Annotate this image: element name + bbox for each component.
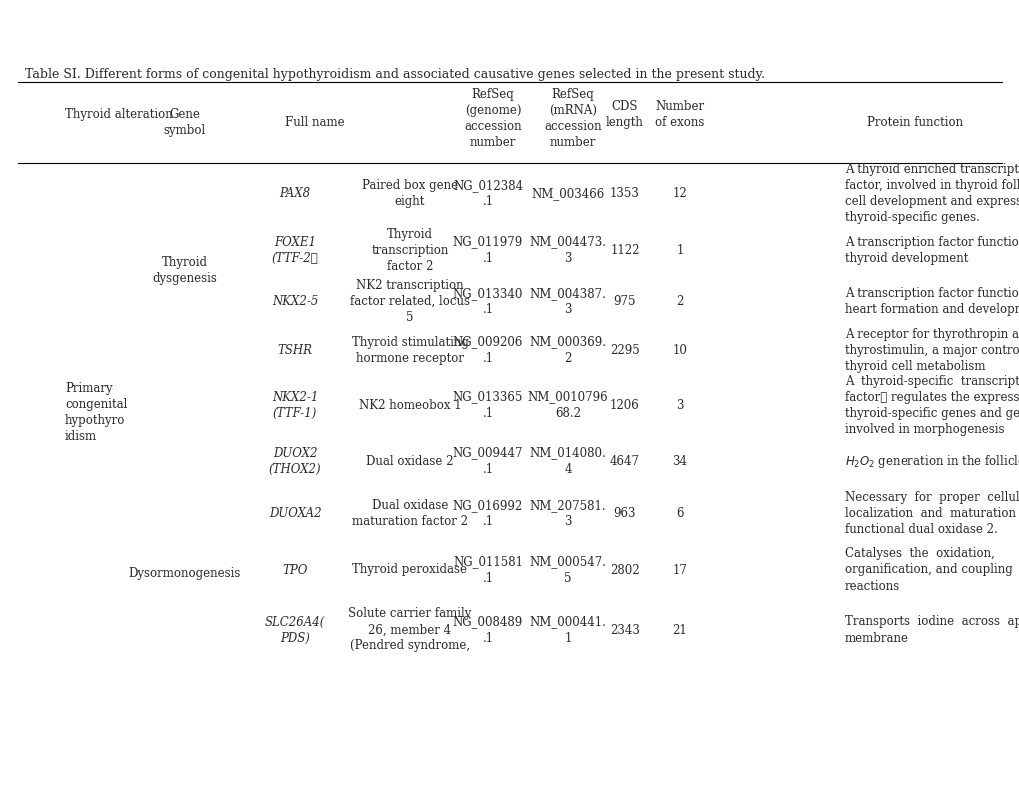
Text: 1353: 1353 (609, 187, 639, 200)
Text: NM_014080.
4: NM_014080. 4 (529, 447, 605, 475)
Text: Gene
symbol: Gene symbol (164, 108, 206, 137)
Text: 1: 1 (676, 243, 683, 257)
Text: NM_0010796
68.2: NM_0010796 68.2 (527, 391, 607, 419)
Text: 6: 6 (676, 507, 683, 520)
Text: NKX2-5: NKX2-5 (271, 295, 318, 308)
Text: NM_207581.
3: NM_207581. 3 (529, 499, 605, 528)
Text: Protein function: Protein function (866, 116, 962, 129)
Text: A receptor for thyrothropin and
thyrostimulin, a major controller of
thyroid cel: A receptor for thyrothropin and thyrosti… (844, 328, 1019, 373)
Text: 2295: 2295 (609, 344, 639, 356)
Text: A transcription factor functions in
heart formation and development: A transcription factor functions in hear… (844, 287, 1019, 316)
Text: 21: 21 (672, 623, 687, 637)
Text: Thyroid
dysgenesis: Thyroid dysgenesis (153, 255, 217, 284)
Text: TSHR: TSHR (277, 344, 312, 356)
Text: NG_008489
.1: NG_008489 .1 (452, 615, 523, 645)
Text: A  thyroid-specific  transcription
factor， regulates the expression of
thyroid-s: A thyroid-specific transcription factor，… (844, 374, 1019, 436)
Text: 3: 3 (676, 399, 683, 411)
Text: Solute carrier family
26, member 4
(Pendred syndrome,: Solute carrier family 26, member 4 (Pend… (347, 608, 471, 652)
Text: NG_012384
.1: NG_012384 .1 (452, 179, 523, 208)
Text: TPO: TPO (282, 563, 308, 577)
Text: 1122: 1122 (609, 243, 639, 257)
Text: Necessary  for  proper  cellular
localization  and  maturation  of
functional du: Necessary for proper cellular localizati… (844, 491, 1019, 536)
Text: Primary
congenital
hypothyro
idism: Primary congenital hypothyro idism (65, 382, 127, 443)
Text: NG_011979
.1: NG_011979 .1 (452, 236, 523, 265)
Text: 17: 17 (672, 563, 687, 577)
Text: SLC26A4(
PDS): SLC26A4( PDS) (265, 615, 325, 645)
Text: $H_2O_2$ generation in the follicle: $H_2O_2$ generation in the follicle (844, 452, 1019, 470)
Text: 10: 10 (672, 344, 687, 356)
Text: NM_000547.
5: NM_000547. 5 (529, 556, 606, 585)
Text: DUOXA2: DUOXA2 (268, 507, 321, 520)
Text: NG_013365
.1: NG_013365 .1 (452, 391, 523, 419)
Text: NG_009206
.1: NG_009206 .1 (452, 336, 523, 365)
Text: Catalyses  the  oxidation,
organification, and coupling
reactions: Catalyses the oxidation, organification,… (844, 548, 1012, 593)
Text: 1206: 1206 (609, 399, 639, 411)
Text: Number
of exons: Number of exons (654, 100, 704, 129)
Text: Dual oxidase 2: Dual oxidase 2 (366, 455, 453, 467)
Text: Thyroid stimulating
hormone receptor: Thyroid stimulating hormone receptor (352, 336, 468, 365)
Text: Full name: Full name (285, 116, 344, 129)
Text: CDS
length: CDS length (605, 100, 643, 129)
Text: NK2 homeobox 1: NK2 homeobox 1 (359, 399, 461, 411)
Text: NG_013340
.1: NG_013340 .1 (452, 287, 523, 316)
Text: NM_004473.
3: NM_004473. 3 (529, 236, 606, 265)
Text: RefSeq
(genome)
accession
number: RefSeq (genome) accession number (464, 88, 522, 149)
Text: NM_000441.
1: NM_000441. 1 (529, 615, 606, 645)
Text: 34: 34 (672, 455, 687, 467)
Text: 2802: 2802 (609, 563, 639, 577)
Text: 963: 963 (613, 507, 636, 520)
Text: Dual oxidase
maturation factor 2: Dual oxidase maturation factor 2 (352, 499, 468, 528)
Text: FOXE1
(TTF-2）: FOXE1 (TTF-2） (271, 236, 318, 265)
Text: RefSeq
(mRNA)
accession
number: RefSeq (mRNA) accession number (544, 88, 601, 149)
Text: 12: 12 (672, 187, 687, 200)
Text: NKX2-1
(TTF-1): NKX2-1 (TTF-1) (271, 391, 318, 419)
Text: NG_009447
.1: NG_009447 .1 (452, 447, 523, 475)
Text: Thyroid alteration: Thyroid alteration (65, 108, 172, 121)
Text: NG_016992
.1: NG_016992 .1 (452, 499, 523, 528)
Text: 2: 2 (676, 295, 683, 308)
Text: 4647: 4647 (609, 455, 639, 467)
Text: Thyroid peroxidase: Thyroid peroxidase (353, 563, 467, 577)
Text: NG_011581
.1: NG_011581 .1 (452, 556, 523, 585)
Text: PAX8: PAX8 (279, 187, 310, 200)
Text: Thyroid
transcription
factor 2: Thyroid transcription factor 2 (371, 228, 448, 273)
Text: 2343: 2343 (609, 623, 639, 637)
Text: NM_004387.
3: NM_004387. 3 (529, 287, 606, 316)
Text: Dysormonogenesis: Dysormonogenesis (128, 567, 240, 580)
Text: A transcription factor functions in
thyroid development: A transcription factor functions in thyr… (844, 236, 1019, 265)
Text: 975: 975 (613, 295, 636, 308)
Text: Transports  iodine  across  apical
membrane: Transports iodine across apical membrane (844, 615, 1019, 645)
Text: Paired box gene
eight: Paired box gene eight (362, 179, 458, 208)
Text: DUOX2
(THOX2): DUOX2 (THOX2) (268, 447, 321, 475)
Text: Table SI. Different forms of congenital hypothyroidism and associated causative : Table SI. Different forms of congenital … (25, 68, 764, 81)
Text: NM_003466: NM_003466 (531, 187, 604, 200)
Text: NM_000369.
2: NM_000369. 2 (529, 336, 606, 365)
Text: A thyroid enriched transcription
factor, involved in thyroid follicular
cell dev: A thyroid enriched transcription factor,… (844, 163, 1019, 224)
Text: NK2 transcription
factor related, locus
5: NK2 transcription factor related, locus … (350, 279, 470, 324)
